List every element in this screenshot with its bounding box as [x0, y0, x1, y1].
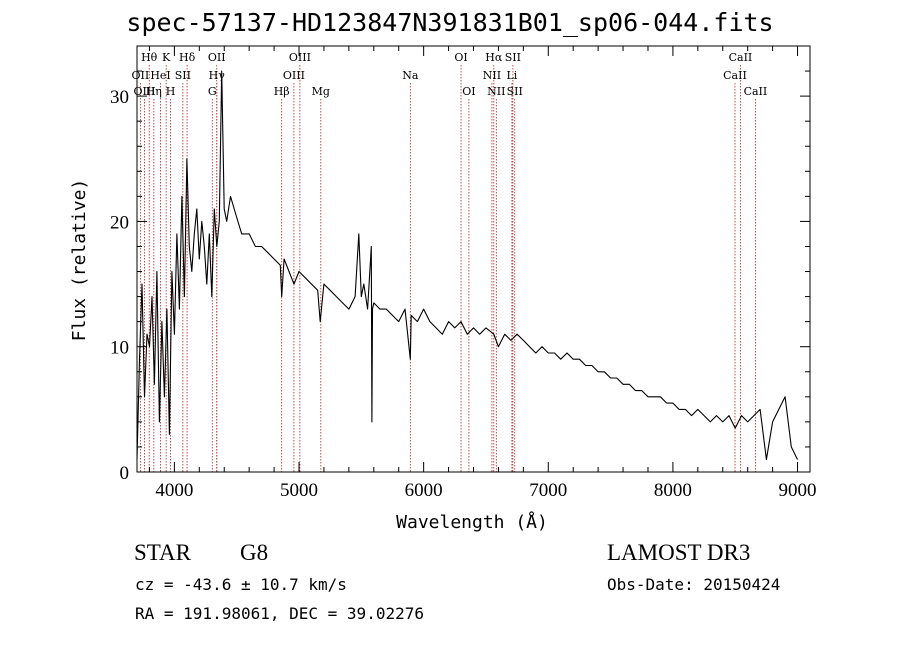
marker-label-16: Li	[506, 69, 517, 82]
marker-label-18: OIII	[133, 85, 155, 98]
marker-label-20: H	[166, 85, 176, 98]
marker-label-9: OII	[132, 69, 150, 82]
marker-label-27: CaII	[744, 85, 768, 98]
axis-ticks	[137, 45, 810, 473]
axis-tick-labels: 4000 5000 6000 7000 8000 9000 0 10 20 30	[110, 87, 817, 501]
x-tick-label-4: 8000	[654, 480, 692, 501]
y-tick-label-3: 30	[110, 87, 129, 108]
marker-label-13: OIII	[283, 69, 305, 82]
marker-label-3: OII	[208, 51, 226, 64]
marker-lines	[139, 65, 756, 472]
marker-label-24: OI	[462, 85, 475, 98]
x-tick-label-5: 9000	[779, 480, 817, 501]
coordinates: RA = 191.98061, DEC = 39.02276	[135, 604, 424, 623]
marker-label-11: SII	[175, 69, 191, 82]
marker-label-5: OI	[454, 51, 467, 64]
marker-label-26: SII	[507, 85, 523, 98]
plot-frame	[136, 45, 811, 473]
marker-label-10: HeI	[150, 69, 170, 82]
marker-label-6: Hα	[485, 51, 503, 64]
x-axis-label: Wavelength (Å)	[396, 511, 548, 533]
marker-label-7: SII	[505, 51, 521, 64]
chart-title: spec-57137-HD123847N391831B01_sp06-044.f…	[126, 8, 774, 37]
marker-label-4: OIII	[289, 51, 311, 64]
marker-label-14: Na	[402, 69, 419, 82]
object-class: STAR	[134, 540, 191, 565]
spectrum-line	[136, 70, 798, 461]
marker-label-19: Hη	[146, 85, 162, 98]
y-axis-label: Flux (relative)	[69, 179, 90, 342]
marker-label-21: G	[208, 85, 217, 98]
survey-name: LAMOST DR3	[607, 540, 751, 565]
y-tick-label-0: 0	[120, 463, 130, 484]
marker-label-22: Hβ	[274, 85, 290, 98]
marker-label-12: Hγ	[209, 69, 226, 82]
marker-label-0: Hθ	[141, 51, 158, 64]
redshift-value: cz = -43.6 ± 10.7 km/s	[135, 575, 347, 594]
marker-label-1: K	[162, 51, 171, 64]
marker-label-15: NII	[483, 69, 501, 82]
marker-label-17: CaII	[723, 69, 747, 82]
x-tick-label-0: 4000	[155, 480, 193, 501]
x-tick-label-3: 7000	[529, 480, 567, 501]
spectral-subclass: G8	[240, 540, 269, 565]
y-tick-label-1: 10	[110, 338, 129, 359]
marker-label-2: Hδ	[179, 51, 196, 64]
marker-label-8: CaII	[729, 51, 753, 64]
x-tick-label-1: 5000	[280, 480, 318, 501]
marker-label-23: Mg	[312, 85, 330, 98]
marker-label-25: NII	[487, 85, 505, 98]
obs-date: Obs-Date: 20150424	[607, 575, 781, 594]
y-tick-label-2: 20	[110, 212, 129, 233]
x-tick-label-2: 6000	[405, 480, 443, 501]
